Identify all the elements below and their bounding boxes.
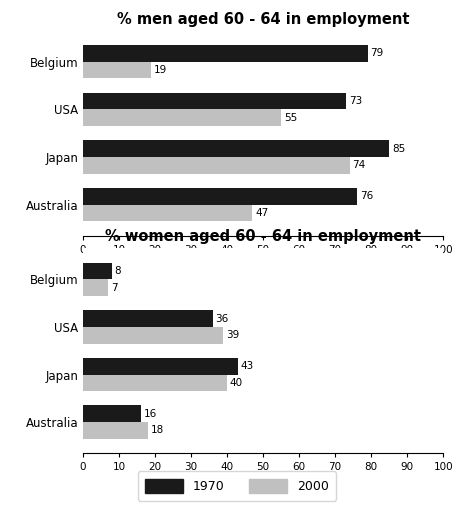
Bar (83, 406, 141, 422)
Bar (83, 422, 148, 439)
Bar (83, 188, 357, 205)
Text: 39: 39 (226, 330, 239, 340)
Text: 16: 16 (144, 409, 157, 419)
Title: % women aged 60 - 64 in employment: % women aged 60 - 64 in employment (105, 229, 421, 244)
Bar (83, 61, 151, 78)
Bar (83, 327, 223, 344)
Text: 40: 40 (230, 378, 243, 388)
Text: 36: 36 (216, 313, 229, 324)
Text: 7: 7 (111, 283, 118, 293)
Text: 73: 73 (349, 96, 362, 106)
Text: 74: 74 (352, 160, 365, 170)
Title: % men aged 60 - 64 in employment: % men aged 60 - 64 in employment (117, 12, 410, 27)
Bar (83, 45, 367, 61)
Text: 55: 55 (284, 113, 297, 123)
Bar (83, 358, 238, 375)
Text: 8: 8 (115, 266, 121, 276)
Bar (83, 109, 281, 126)
Text: 43: 43 (241, 361, 254, 371)
Bar (83, 93, 346, 109)
Text: 85: 85 (392, 143, 405, 154)
Bar (83, 140, 389, 157)
Bar (83, 375, 227, 391)
Bar (83, 157, 349, 174)
Bar (83, 205, 252, 221)
Bar (83, 279, 108, 296)
Text: 18: 18 (151, 425, 164, 436)
Text: 47: 47 (255, 208, 268, 218)
Bar (83, 263, 112, 279)
Text: 79: 79 (370, 48, 383, 58)
Text: 76: 76 (360, 191, 373, 201)
Text: 19: 19 (154, 65, 167, 75)
Bar (83, 310, 213, 327)
Legend: 1970, 2000: 1970, 2000 (137, 471, 337, 501)
